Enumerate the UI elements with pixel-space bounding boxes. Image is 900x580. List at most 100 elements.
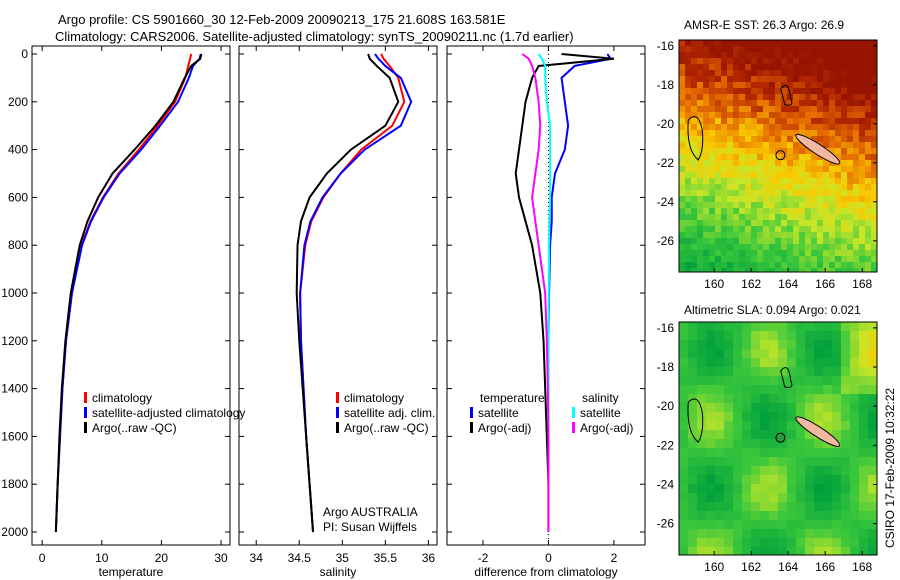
heatmap-cell	[847, 250, 853, 256]
heatmap-cell	[721, 70, 727, 76]
heatmap-cell	[787, 322, 796, 331]
heatmap-cell	[763, 232, 769, 238]
heatmap-cell	[709, 112, 715, 118]
heatmap-cell	[706, 448, 715, 457]
heatmap-cell	[733, 220, 739, 226]
heatmap-cell	[739, 76, 745, 82]
heatmap-cell	[832, 502, 841, 511]
heatmap-cell	[868, 331, 877, 340]
heatmap-cell	[769, 106, 775, 112]
heatmap-cell	[817, 268, 823, 272]
heatmap-cell	[811, 154, 817, 160]
heatmap-cell	[778, 403, 787, 412]
heatmap-cell	[814, 385, 823, 394]
heatmap-cell	[775, 88, 781, 94]
heatmap-cell	[688, 331, 697, 340]
legend-sal-1-label: satellite adj. clim.	[344, 406, 435, 420]
heatmap-cell	[811, 214, 817, 220]
legend-diff-temp-sat-label: satellite	[478, 406, 519, 420]
heatmap-cell	[859, 178, 865, 184]
heatmap-cell	[763, 142, 769, 148]
heatmap-cell	[817, 82, 823, 88]
heatmap-cell	[853, 232, 859, 238]
heatmap-cell	[865, 70, 871, 76]
heatmap-cell	[760, 448, 769, 457]
heatmap-cell	[859, 349, 868, 358]
heatmap-cell	[859, 421, 868, 430]
heatmap-cell	[742, 430, 751, 439]
heatmap-cell	[853, 244, 859, 250]
heatmap-cell	[841, 475, 850, 484]
heatmap-cell	[805, 88, 811, 94]
heatmap-cell	[814, 484, 823, 493]
heatmap-cell	[835, 262, 841, 268]
heatmap-cell	[745, 94, 751, 100]
heatmap-cell	[715, 538, 724, 547]
heatmap-cell	[739, 52, 745, 58]
heatmap-cell	[814, 421, 823, 430]
heatmap-cell	[793, 160, 799, 166]
heatmap-cell	[769, 331, 778, 340]
heatmap-cell	[769, 250, 775, 256]
heatmap-cell	[796, 385, 805, 394]
heatmap-cell	[775, 106, 781, 112]
heatmap-cell	[868, 511, 877, 520]
heatmap-cell	[799, 52, 805, 58]
heatmap-cell	[703, 58, 709, 64]
heatmap-cell	[778, 322, 787, 331]
heatmap-cell	[778, 412, 787, 421]
heatmap-cell	[697, 130, 703, 136]
heatmap-cell	[742, 349, 751, 358]
heatmap-cell	[847, 148, 853, 154]
heatmap-cell	[829, 256, 835, 262]
heatmap-cell	[739, 118, 745, 124]
heatmap-cell	[781, 106, 787, 112]
heatmap-cell	[868, 385, 877, 394]
heatmap-cell	[787, 349, 796, 358]
heatmap-cell	[679, 448, 688, 457]
heatmap-cell	[706, 430, 715, 439]
heatmap-cell	[679, 58, 685, 64]
heatmap-cell	[739, 250, 745, 256]
heatmap-cell	[835, 208, 841, 214]
heatmap-cell	[685, 208, 691, 214]
heatmap-cell	[733, 511, 742, 520]
heatmap-cell	[769, 367, 778, 376]
map-x-tick-label: 160	[704, 560, 724, 574]
heatmap-cell	[829, 268, 835, 272]
heatmap-cell	[721, 220, 727, 226]
heatmap-cell	[796, 358, 805, 367]
heatmap-cell	[868, 547, 877, 555]
heatmap-cell	[679, 484, 688, 493]
x-tick-label: 30	[214, 551, 228, 565]
heatmap-cell	[853, 94, 859, 100]
heatmap-cell	[769, 376, 778, 385]
heatmap-cell	[724, 412, 733, 421]
heatmap-cell	[727, 142, 733, 148]
heatmap-cell	[721, 136, 727, 142]
heatmap-cell	[727, 250, 733, 256]
heatmap-cell	[685, 220, 691, 226]
heatmap-cell	[685, 70, 691, 76]
heatmap-cell	[715, 448, 724, 457]
heatmap-cell	[697, 538, 706, 547]
heatmap-cell	[709, 76, 715, 82]
heatmap-cell	[871, 244, 877, 250]
heatmap-cell	[697, 166, 703, 172]
heatmap-cell	[787, 190, 793, 196]
heatmap-cell	[787, 520, 796, 529]
legend-diff-sal-argo-swatch	[572, 422, 575, 433]
heatmap-cell	[871, 154, 877, 160]
heatmap-cell	[823, 64, 829, 70]
bathymetry-contour	[780, 84, 793, 106]
heatmap-cell	[817, 256, 823, 262]
heatmap-cell	[865, 82, 871, 88]
heatmap-cell	[829, 40, 835, 46]
heatmap-cell	[685, 148, 691, 154]
heatmap-cell	[697, 106, 703, 112]
heatmap-cell	[679, 520, 688, 529]
heatmap-cell	[781, 124, 787, 130]
heatmap-cell	[691, 64, 697, 70]
heatmap-cell	[769, 538, 778, 547]
heatmap-cell	[829, 172, 835, 178]
